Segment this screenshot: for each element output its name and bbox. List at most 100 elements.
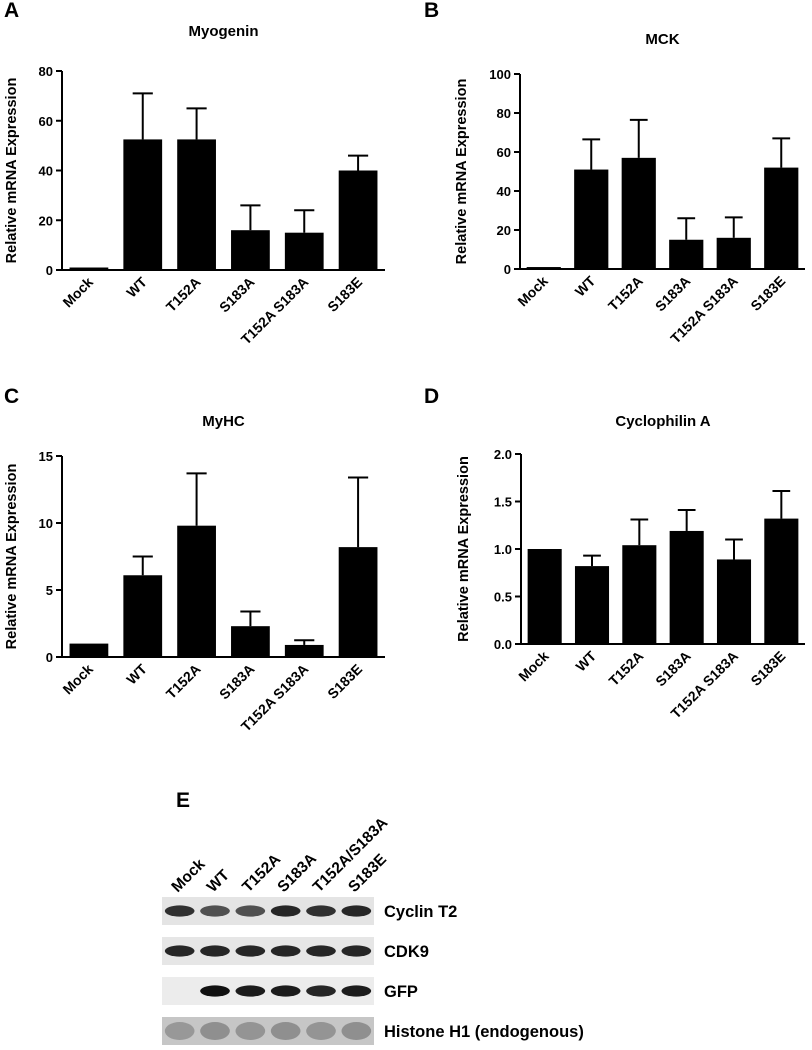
x-category-label: T152A: [163, 274, 204, 315]
panel-label-b: B: [424, 0, 440, 22]
blot-lane-label: WT: [204, 866, 233, 895]
panel-label-c: C: [4, 385, 20, 408]
bar-t152a-s183a: [716, 237, 751, 269]
x-category-label: T152A: [163, 661, 204, 702]
blot-band: [341, 985, 372, 997]
blot-band: [270, 905, 301, 917]
bar-s183a: [669, 239, 704, 269]
y-tick-label: 10: [39, 516, 53, 531]
blot-band: [200, 905, 230, 917]
blot-band: [270, 945, 301, 957]
bar-wt: [123, 575, 163, 657]
blot-strip: [162, 937, 374, 965]
x-category-label: S183A: [652, 648, 694, 690]
bar-mock: [527, 549, 562, 644]
x-category-label: S183E: [747, 648, 788, 689]
x-category-label: S183A: [216, 661, 258, 703]
x-category-label: S183E: [747, 273, 788, 314]
y-tick-label: 1.5: [494, 495, 512, 510]
panel-label-a: A: [4, 0, 20, 22]
y-tick-label: 80: [39, 64, 53, 79]
blot-row-label: Cyclin T2: [384, 903, 457, 921]
myhc-chart: MyHC Relative mRNA Expression 0 5 10 15 Mock WT…: [4, 413, 385, 734]
blot-band: [270, 985, 301, 997]
y-tick-label: 0: [46, 650, 53, 665]
blot-row-label: CDK9: [384, 943, 429, 961]
panel-label-e: E: [176, 789, 191, 812]
x-category-label: WT: [123, 273, 150, 300]
x-category-label: Mock: [59, 661, 96, 698]
blot-band: [235, 945, 266, 957]
y-tick-label: 80: [497, 106, 511, 121]
y-tick-label: 60: [39, 114, 53, 129]
bar-mock: [69, 267, 109, 270]
bar-s183e: [338, 547, 378, 657]
x-category-label: Mock: [514, 273, 551, 310]
myogenin-chart: Myogenin Relative mRNA Expression 0 20 40 60 8…: [4, 23, 385, 347]
bar-t152a-s183a: [284, 644, 324, 657]
x-category-label: S183E: [324, 661, 365, 702]
blot-band: [306, 905, 336, 917]
x-category-label: Mock: [515, 648, 552, 685]
x-category-label: WT: [572, 647, 599, 674]
blot-band: [200, 985, 230, 997]
bar-mock: [69, 643, 109, 657]
bar-s183e: [764, 167, 799, 269]
blot-band: [306, 1022, 336, 1040]
blot-band: [164, 1022, 195, 1040]
y-axis-label: Relative mRNA Expression: [456, 456, 472, 642]
y-axis-label: Relative mRNA Expression: [4, 78, 20, 264]
blot-band: [270, 1022, 301, 1040]
chart-title: Myogenin: [189, 23, 259, 40]
bar-wt: [574, 566, 610, 644]
blot-band: [164, 905, 195, 917]
blot-band: [306, 945, 336, 957]
y-tick-label: 2.0: [494, 447, 512, 462]
blot-band: [306, 985, 336, 997]
blot-row-label: Histone H1 (endogenous): [384, 1023, 584, 1041]
blot-band: [235, 1022, 266, 1040]
blot-band: [200, 1022, 230, 1040]
bar-s183a: [231, 626, 270, 657]
blot-lane-label: S183A: [274, 850, 320, 896]
chart-title: MyHC: [202, 413, 245, 430]
blot-band: [164, 945, 195, 957]
blot-band: [341, 905, 372, 917]
y-tick-label: 40: [497, 184, 511, 199]
blot-band: [235, 985, 266, 997]
blot-lane-label: T152A: [239, 851, 284, 896]
x-category-label: S183E: [324, 274, 365, 315]
bar-t152a: [177, 139, 216, 270]
x-category-label: WT: [572, 272, 599, 299]
bar-wt: [574, 169, 609, 269]
bar-t152a-s183a: [716, 559, 752, 644]
y-axis-label: Relative mRNA Expression: [4, 464, 20, 650]
x-category-label: S183A: [216, 274, 258, 316]
blot-band: [235, 905, 266, 917]
y-tick-label: 0: [504, 262, 511, 277]
y-tick-label: 60: [497, 145, 511, 160]
x-category-label: T152A: [605, 648, 646, 689]
bar-mock: [526, 267, 561, 269]
panel-label-d: D: [424, 385, 440, 408]
bar-wt: [123, 139, 163, 270]
blot-strip: [162, 977, 374, 1005]
bar-s183e: [764, 518, 799, 644]
bar-s183a: [231, 230, 270, 270]
x-category-label: T152A: [605, 273, 646, 314]
y-tick-label: 0: [46, 263, 53, 278]
bar-t152a: [622, 545, 657, 644]
chart-title: MCK: [645, 31, 679, 48]
blot-band: [341, 1022, 372, 1040]
bar-t152a: [177, 525, 216, 657]
x-category-label: WT: [123, 660, 150, 687]
y-tick-label: 5: [46, 583, 53, 598]
y-tick-label: 40: [39, 164, 53, 179]
blot-lane-label: Mock: [168, 856, 208, 896]
blot-strip: [162, 897, 374, 925]
bar-s183e: [338, 170, 378, 270]
x-category-label: S183A: [652, 273, 694, 315]
bar-t152a-s183a: [284, 232, 324, 270]
bar-s183a: [669, 530, 704, 644]
